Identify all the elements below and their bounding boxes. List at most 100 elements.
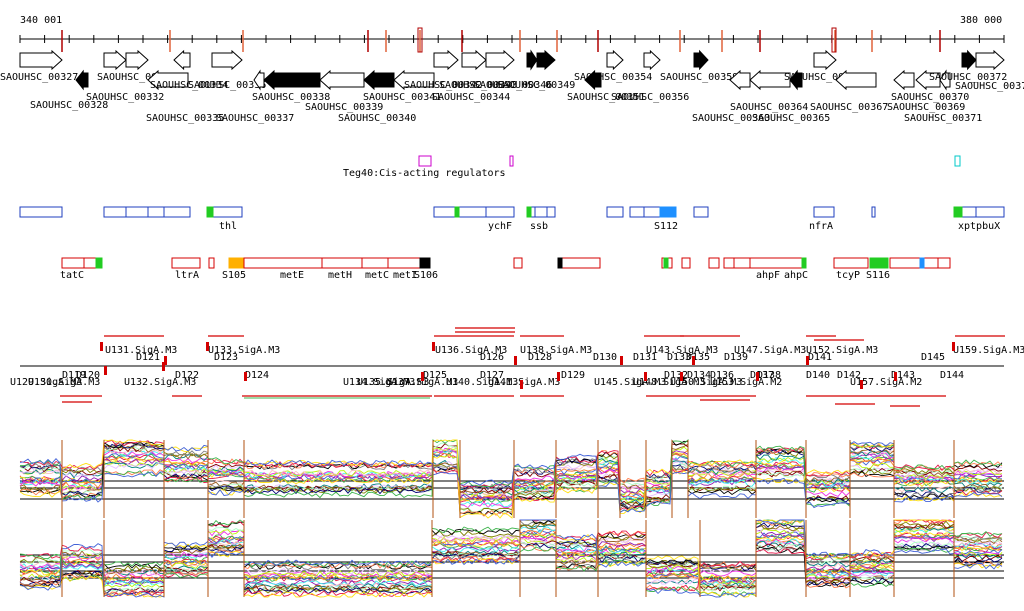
expression-profile-line [19, 447, 1003, 509]
operon-label: metE [280, 270, 304, 281]
operon-box [321, 257, 363, 269]
gene-label: SAOUHSC_00334 [150, 80, 228, 91]
operon-box [387, 257, 425, 269]
segment-label: D138 [757, 370, 781, 381]
operon-label: nfrA [809, 221, 833, 232]
gene-label: SAOUHSC_00372 [929, 72, 1007, 83]
operon-box-filled [801, 257, 807, 269]
gene-arrow [461, 49, 487, 71]
operon-box-filled [663, 257, 669, 269]
operon-box [643, 206, 661, 218]
gene-label: SAOUHSC_00354 [574, 72, 652, 83]
expression-profile-line [19, 439, 1003, 519]
gene-arrow [433, 49, 459, 71]
regulator-box-cyan [954, 155, 961, 167]
operon-box [361, 257, 389, 269]
gene-arrow [19, 49, 63, 71]
gene-arrow [749, 69, 791, 91]
segment-label: U131.SigA.M3 [105, 345, 177, 356]
ruler-marker-box [417, 27, 423, 53]
segment-label: U159.SigA.M3 [953, 345, 1024, 356]
expression-profile-line [19, 519, 1003, 598]
gene-arrow [485, 49, 515, 71]
operon-label: thl [219, 221, 237, 232]
segment-label: D137 [750, 370, 774, 381]
operon-label: tcyP [836, 270, 860, 281]
segment-label: U130.SigA.M3 [28, 377, 100, 388]
segment-marker [104, 366, 107, 375]
segment-marker [421, 372, 424, 381]
operon-box [125, 206, 149, 218]
segment-marker [432, 342, 435, 351]
segment-label: U132.SigA.M3 [124, 377, 196, 388]
operon-box [163, 206, 191, 218]
expression-profile-line [19, 524, 1003, 591]
gene-arrow [526, 49, 538, 71]
operon-label: S112 [654, 221, 678, 232]
segment-marker [100, 342, 103, 351]
segment-label: U150.SigA.M3 [670, 377, 742, 388]
segment-marker [162, 362, 165, 371]
segment-label: U145.SigA.M3 [594, 377, 666, 388]
ruler-marker-box [831, 27, 837, 53]
gene-label: SAOUHSC_00337 [216, 113, 294, 124]
operon-box [871, 206, 876, 218]
regulator-box-magenta [418, 155, 432, 167]
segmentation-track: U131.SigA.M3 U133.SigA.M3 U136.SigA.M3 U138… [10, 327, 1024, 407]
segment-marker [557, 372, 560, 381]
operon-label: ahpF [756, 270, 780, 281]
operon-label: metC [365, 270, 389, 281]
expression-profile-line [19, 519, 1003, 597]
segment-label: D128 [528, 352, 552, 363]
segment-marker [514, 356, 517, 365]
gene-arrow [253, 69, 265, 91]
expression-profile-line [19, 522, 1003, 592]
gene-label: SAOUHSC_00332 [86, 92, 164, 103]
gene-label: SAOUHSC_00341 [363, 92, 441, 103]
operon-box [681, 257, 691, 269]
operon-label: xptpbuX [958, 221, 1000, 232]
gene-arrow [835, 69, 877, 91]
gene-arrow [75, 69, 89, 91]
segment-label: U148.SigA.M3 [633, 377, 705, 388]
segment-marker [520, 380, 523, 389]
segment-label: D125 [423, 370, 447, 381]
segment-label: D145 [921, 352, 945, 363]
operon-box [83, 257, 97, 269]
gene-label: SAOUHSC_00346 [474, 80, 552, 91]
ruler-end-label: 380 000 [960, 15, 1002, 26]
regulator-track: Teg40:Cis-acting regulators [343, 155, 961, 179]
gene-label: SAOUHSC_00349 [497, 80, 575, 91]
operon-box-filled [206, 206, 214, 218]
segment-label: U129.SigA.M3 [10, 377, 82, 388]
gene-arrow [319, 69, 365, 91]
gene-label: SAOUHSC_00351 [567, 92, 645, 103]
gene-label: SAOUHSC_00366 [784, 72, 862, 83]
gene-label: SAOUHSC_00359 [660, 72, 738, 83]
operon-box [975, 206, 1005, 218]
gene-label: SAOUHSC_00371 [904, 113, 982, 124]
gene-label: SAOUHSC_00370 [891, 92, 969, 103]
gene-arrow [961, 49, 977, 71]
operon-box [937, 257, 951, 269]
segment-marker [756, 372, 759, 381]
segment-label: U138.SigA.M3 [520, 345, 592, 356]
operon-box [629, 206, 645, 218]
segment-marker [620, 356, 623, 365]
segment-label: D119 [62, 370, 86, 381]
segment-label: D131 [633, 352, 657, 363]
operon-label: S105 [222, 270, 246, 281]
segment-label: U140.SigA.M3 [446, 377, 518, 388]
gene-arrow [693, 49, 709, 71]
expression-panel-reverse [19, 519, 1004, 598]
gene-label: SAOUHSC_00335 [146, 113, 224, 124]
operon-box [513, 257, 523, 269]
expression-profile-line [19, 529, 1003, 580]
operon-box [606, 206, 624, 218]
gene-label: SAOUHSC_00339 [305, 102, 383, 113]
segment-label: U134.SigA.M3 [343, 377, 415, 388]
operon-box-filled [869, 257, 889, 269]
segment-marker [206, 342, 209, 351]
operon-box [833, 257, 869, 269]
gene-arrow [729, 69, 751, 91]
